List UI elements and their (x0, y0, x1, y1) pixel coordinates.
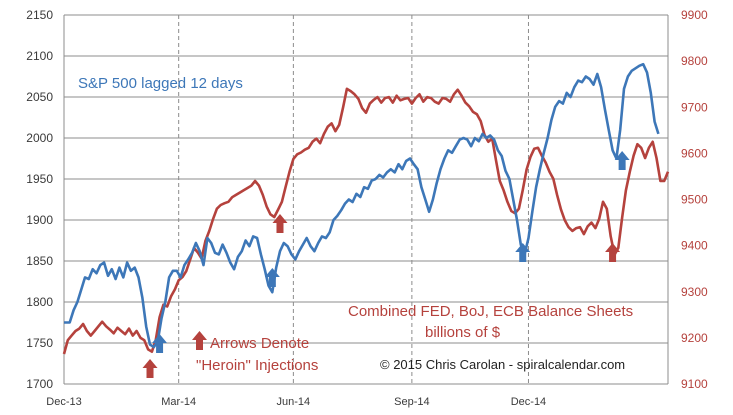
legend-arrow-icon (192, 331, 207, 350)
left-tick-label: 1750 (26, 336, 53, 350)
left-tick-label: 1800 (26, 295, 53, 309)
balance-sheets-label-line1: Combined FED, BoJ, ECB Balance Sheets (348, 303, 633, 320)
series-layer (62, 62, 670, 355)
left-tick-label: 1700 (26, 377, 53, 391)
right-tick-label: 9400 (681, 239, 708, 253)
red-arrow-icon (142, 359, 158, 378)
red-arrow-icon (272, 214, 288, 233)
left-tick-label: 2100 (26, 49, 53, 63)
right-tick-label: 9500 (681, 193, 708, 207)
right-axis-ticks: 9100 9200 9300 9400 9500 9600 9700 9800 9900 (681, 8, 708, 391)
x-axis-ticks: Dec-13 Mar-14 Jun-14 Sep-14 Dec-14 (46, 396, 546, 408)
right-tick-label: 9200 (681, 331, 708, 345)
blue-arrow-icon (614, 151, 630, 170)
arrow-layer (142, 151, 630, 378)
arrows-denote-label-line1: Arrows Denote (210, 335, 309, 352)
x-tick-label: Mar-14 (161, 396, 196, 408)
right-tick-label: 9900 (681, 8, 708, 22)
blue-arrow-icon (264, 268, 280, 287)
blue-arrow-icon (152, 334, 168, 353)
right-tick-label: 9300 (681, 285, 708, 299)
left-tick-label: 2050 (26, 90, 53, 104)
left-tick-label: 2000 (26, 131, 53, 145)
left-axis-ticks: 1700 1750 1800 1850 1900 1950 2000 2050 2100 2150 (26, 8, 53, 391)
right-tick-label: 9700 (681, 100, 708, 114)
sp500-series-line (64, 62, 660, 349)
right-tick-label: 9100 (681, 377, 708, 391)
grid-lines (63, 14, 669, 385)
left-tick-label: 1850 (26, 254, 53, 268)
left-tick-label: 2150 (26, 8, 53, 22)
copyright-text: © 2015 Chris Carolan - spiralcalendar.co… (380, 357, 625, 372)
left-tick-label: 1950 (26, 172, 53, 186)
blue-arrow-icon (515, 243, 531, 262)
balance-sheets-label-line2: billions of $ (425, 324, 501, 341)
x-tick-label: Sep-14 (394, 396, 429, 408)
left-tick-label: 1900 (26, 213, 53, 227)
x-tick-label: Dec-14 (511, 396, 546, 408)
arrows-denote-label-line2: "Heroin" Injections (196, 357, 318, 374)
x-tick-label: Dec-13 (46, 396, 81, 408)
x-tick-label: Jun-14 (277, 396, 311, 408)
red-arrow-icon (605, 243, 621, 262)
right-tick-label: 9600 (681, 146, 708, 160)
sp500-series-label: S&P 500 lagged 12 days (78, 75, 243, 92)
right-tick-label: 9800 (681, 54, 708, 68)
